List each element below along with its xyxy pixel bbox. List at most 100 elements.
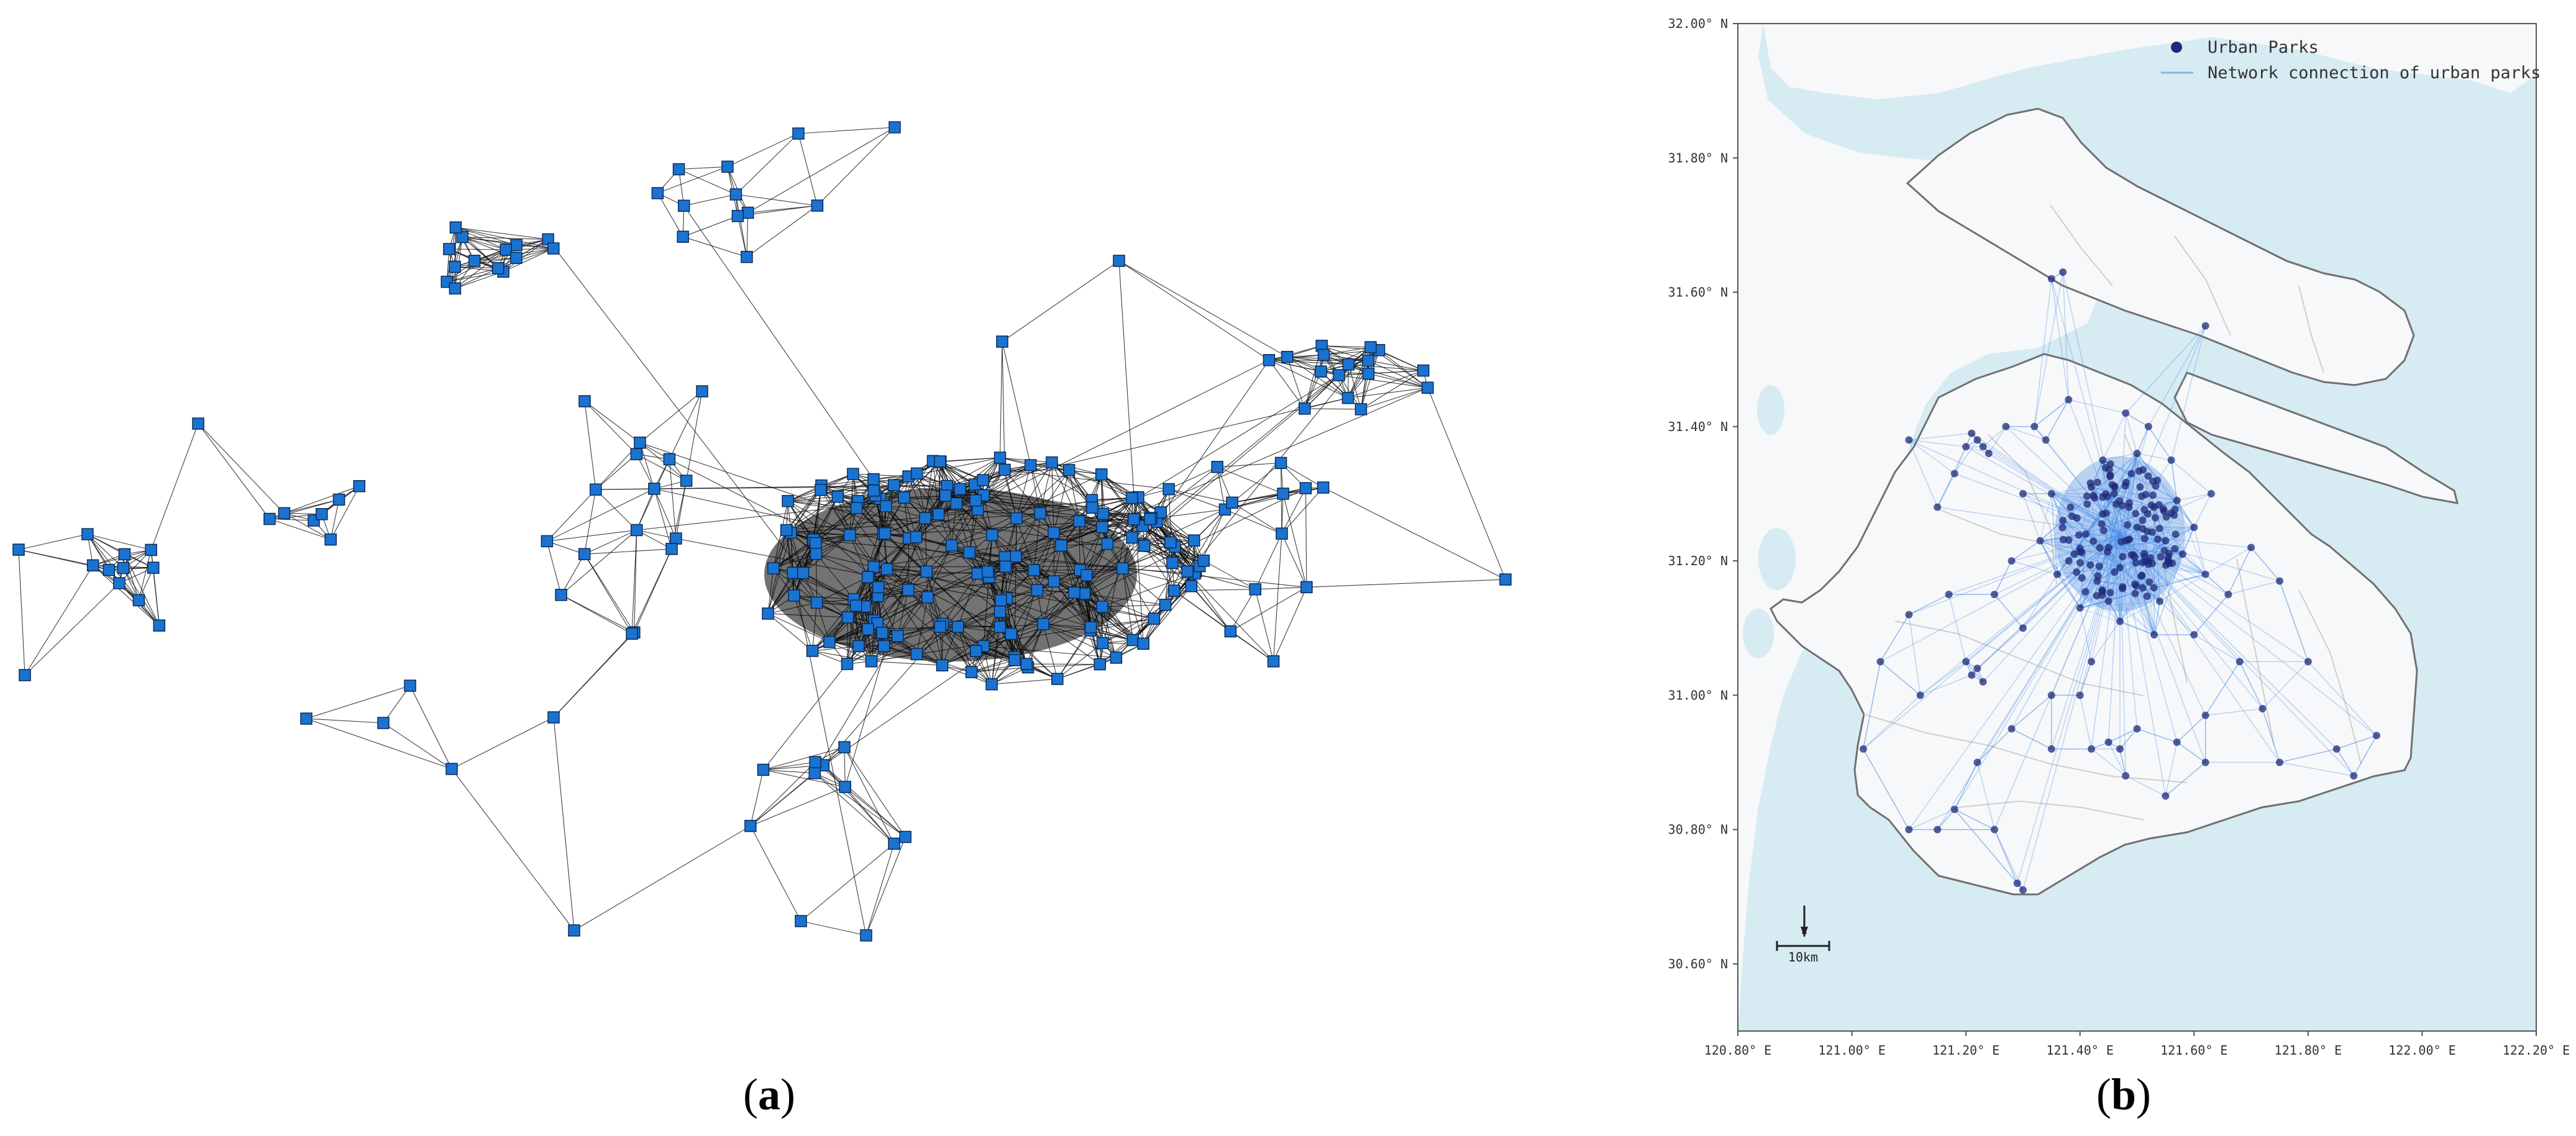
graph-edge [1230,589,1256,632]
graph-node [118,548,131,561]
network-edge [2080,581,2098,609]
network-edge [2176,742,2206,763]
network-edge [2040,540,2075,555]
graph-node [1010,550,1022,563]
network-edge [2080,534,2121,609]
graph-node [449,260,461,273]
graph-edge [767,613,813,652]
graph-node [934,620,946,633]
network-edge [2045,399,2070,440]
graph-node [1499,573,1512,586]
urban-park-point [2148,528,2156,536]
graph-node [861,571,874,583]
graph-node [910,530,923,543]
graph-node [1084,621,1097,634]
urban-park-point [2036,537,2044,545]
graph-node [891,630,904,642]
urban-park-point [2073,568,2081,576]
network-edge [2119,534,2354,776]
network-edge [1863,661,1881,749]
panel-b-label: (b) [2096,1070,2151,1119]
urban-park-point [1968,671,1976,679]
network-edge [1937,473,1955,507]
network-edge [2062,272,2070,400]
urban-park-point [2162,537,2170,545]
network-edge [1879,614,1909,662]
network-edge [2193,594,2229,635]
network-edge [2119,527,2195,568]
graph-node [993,606,1007,618]
graph-edge [683,216,738,237]
graph-node [316,508,328,520]
urban-park-point [2144,510,2152,518]
graph-edge [1281,488,1306,534]
urban-park-point [2131,589,2139,598]
network-edge [2057,574,2160,602]
graph-node [1113,255,1125,267]
urban-park-point [2132,510,2140,518]
graph-node [672,163,685,176]
network-edge [2148,527,2195,561]
network-edge [2057,534,2121,575]
network-edge [2119,567,2160,602]
network-edge [2170,460,2178,501]
urban-park-point [1991,825,1999,834]
network-edge [2126,527,2195,542]
urban-park-point [2094,572,2102,580]
legend-park-marker [2171,42,2182,53]
network-edge [1937,473,1955,507]
graph-edge [1092,498,1132,508]
graph-edge [844,747,846,788]
graph-node [782,494,794,507]
x-tick-label: 120.80° E [1704,1043,1771,1058]
network-edge [2148,560,2160,602]
urban-park-point [2098,586,2106,594]
graph-edge [683,205,874,479]
graph-node [12,543,25,556]
urban-park-point [2088,658,2096,666]
x-tick-label: 121.80° E [2275,1043,2342,1058]
network-edge [1976,728,2012,763]
graph-edge [1225,488,1306,510]
graph-node [741,250,753,263]
network-edge [2034,271,2063,427]
graph-edge [654,488,677,539]
graph-node [1300,581,1313,594]
urban-park-point [2155,524,2163,532]
network-edge [2353,735,2377,776]
graph-edge [1102,604,1166,643]
network-edge [1965,446,1989,454]
graph-node [19,669,31,681]
urban-park-point [2139,516,2147,524]
network-edge [2108,601,2121,622]
network-edge [2057,574,2081,609]
graph-edge [1118,260,1287,358]
graph-edge [1273,534,1282,661]
network-edge [2079,695,2092,749]
network-edge [2108,728,2137,743]
graph-node [1055,539,1067,552]
network-edge [2205,661,2240,716]
network-edge [2034,399,2069,427]
graph-edge [800,843,895,922]
graph-node [888,837,900,850]
network-edge [2193,493,2212,528]
network-edge [2022,493,2063,521]
network-edge [2074,540,2166,555]
urban-park-point [2065,557,2073,565]
network-edge [2119,748,2126,776]
graph-dense-core [764,488,1137,661]
network-edge [2074,553,2121,568]
network-edge [2119,748,2126,776]
network-edge [2091,534,2121,662]
network-edge [2034,278,2052,427]
y-tick-label: 30.60° N [1668,957,1728,971]
network-edge [2148,426,2172,461]
graph-edge [1164,542,1171,605]
network-edge [1909,432,1972,441]
urban-park-point [2078,574,2086,582]
graph-node [879,527,892,540]
urban-park-point [2067,503,2075,511]
graph-node [634,436,646,449]
north-arrow-label: N [1802,927,1807,937]
